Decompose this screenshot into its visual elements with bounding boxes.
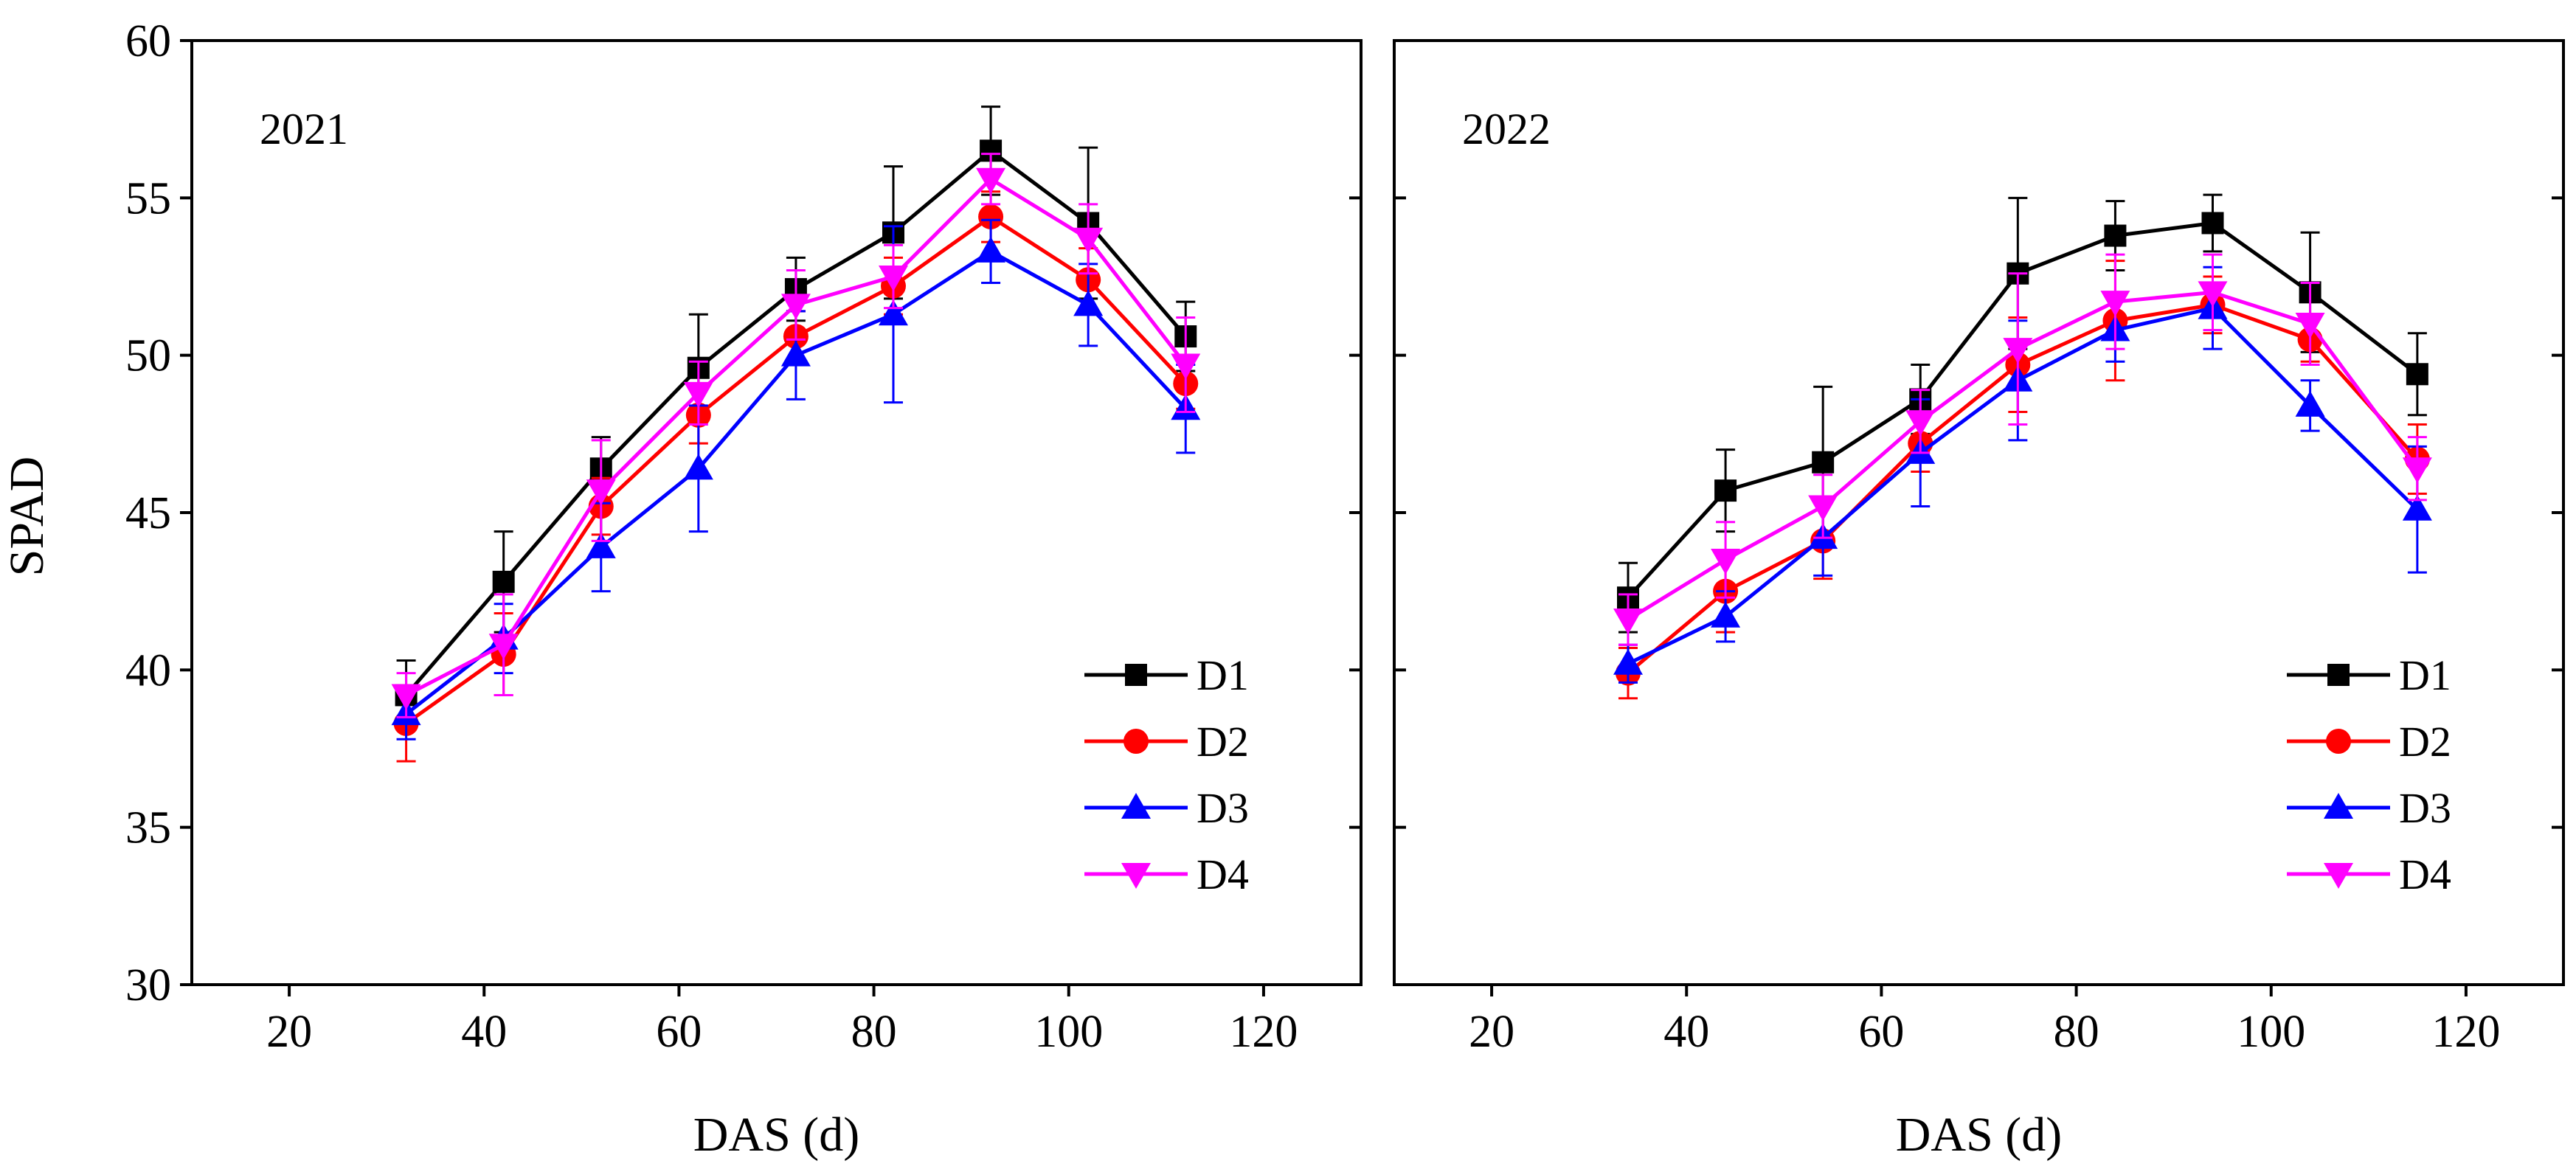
legend: D1 D2 D3 D4: [2287, 651, 2451, 898]
x-tick-label: 80: [2054, 1007, 2099, 1057]
data-point: [1073, 227, 1104, 254]
data-point: [2198, 281, 2228, 308]
data-point: [2104, 224, 2127, 247]
y-axis-title: SPAD: [0, 457, 54, 577]
legend-label: D2: [1197, 718, 1249, 766]
data-point: [978, 204, 1004, 229]
chart-panel: 20 40 60 80 100 120 30 35 40 45 50 55 60 DAS (d) 2021 D…: [125, 16, 1363, 1162]
data-point: [2201, 212, 2224, 235]
chart-panel: 20 40 60 80 100 120 DAS (d) 2022 D1 D2 D3 D4: [1393, 39, 2565, 1162]
x-tick-label: 40: [461, 1007, 507, 1057]
legend: D1 D2 D3 D4: [1084, 651, 1249, 898]
x-tick-label: 100: [1034, 1007, 1103, 1057]
x-tick-label: 60: [656, 1007, 702, 1057]
legend-marker: [1121, 863, 1151, 889]
legend-label: D4: [1197, 850, 1249, 898]
x-tick-label: 120: [1229, 1007, 1298, 1057]
x-axis-title: DAS (d): [1896, 1108, 2063, 1162]
legend-marker: [2324, 793, 2353, 819]
series-d4: [391, 153, 1201, 718]
legend-marker: [1125, 664, 1147, 686]
data-point: [1711, 549, 1741, 575]
legend-marker: [1123, 729, 1149, 754]
data-point: [488, 634, 519, 660]
x-tick-label: 60: [1858, 1007, 1904, 1057]
legend-label: D3: [1197, 784, 1249, 832]
data-point: [586, 479, 616, 506]
data-point: [2402, 494, 2432, 521]
y-tick-label: 60: [125, 16, 171, 66]
legend-label: D1: [1197, 651, 1249, 699]
data-point: [1073, 290, 1104, 316]
x-tick-label: 40: [1663, 1007, 1709, 1057]
data-point: [1808, 495, 1838, 521]
plot-frame: [1393, 39, 2565, 986]
data-point: [2402, 457, 2432, 484]
y-tick-label: 50: [125, 331, 171, 381]
data-point: [391, 684, 421, 710]
data-point: [586, 532, 616, 558]
data-point: [1812, 451, 1835, 474]
x-tick-label: 120: [2431, 1007, 2500, 1057]
data-point: [1711, 601, 1741, 628]
legend-label: D2: [2399, 718, 2451, 766]
x-tick-label: 20: [1469, 1007, 1514, 1057]
x-tick-label: 100: [2237, 1007, 2305, 1057]
data-point: [879, 299, 908, 326]
data-point: [976, 167, 1006, 194]
y-tick-label: 30: [125, 960, 171, 1010]
legend-label: D1: [2399, 651, 2451, 699]
plot-frame: [190, 39, 1363, 986]
data-point: [683, 381, 713, 408]
legend-marker: [2324, 863, 2353, 889]
series-d4: [1613, 253, 2432, 646]
data-point: [683, 454, 713, 480]
data-point: [1171, 353, 1201, 380]
data-point: [780, 340, 811, 367]
data-point: [492, 570, 515, 593]
x-tick-label: 80: [851, 1007, 897, 1057]
legend-marker: [1121, 793, 1151, 819]
legend-label: D3: [2399, 784, 2451, 832]
y-tick-label: 45: [125, 488, 171, 538]
data-point: [2295, 313, 2325, 339]
data-point: [1714, 479, 1737, 502]
y-tick-label: 40: [125, 645, 171, 696]
legend-marker: [2327, 664, 2350, 686]
x-tick-label: 20: [266, 1007, 312, 1057]
data-point: [976, 236, 1006, 263]
legend-marker: [2326, 729, 2351, 754]
data-point: [2406, 363, 2428, 386]
y-tick-label: 35: [125, 803, 171, 853]
panel-year-label: 2021: [260, 105, 348, 153]
x-axis-title: DAS (d): [693, 1108, 860, 1162]
data-point: [2295, 390, 2325, 417]
data-point: [1613, 648, 1643, 675]
legend-label: D4: [2399, 850, 2451, 898]
y-tick-label: 55: [125, 173, 171, 223]
data-point: [1905, 410, 1936, 437]
data-point: [879, 266, 908, 291]
data-point: [1613, 608, 1643, 635]
data-point: [2100, 291, 2130, 317]
chart-panels: 20 40 60 80 100 120 30 35 40 45 50 55 60 DAS (d) 2021 D…: [125, 16, 2565, 1162]
data-point: [780, 294, 811, 320]
panel-year-label: 2022: [1462, 105, 1551, 153]
data-point: [2003, 338, 2033, 364]
